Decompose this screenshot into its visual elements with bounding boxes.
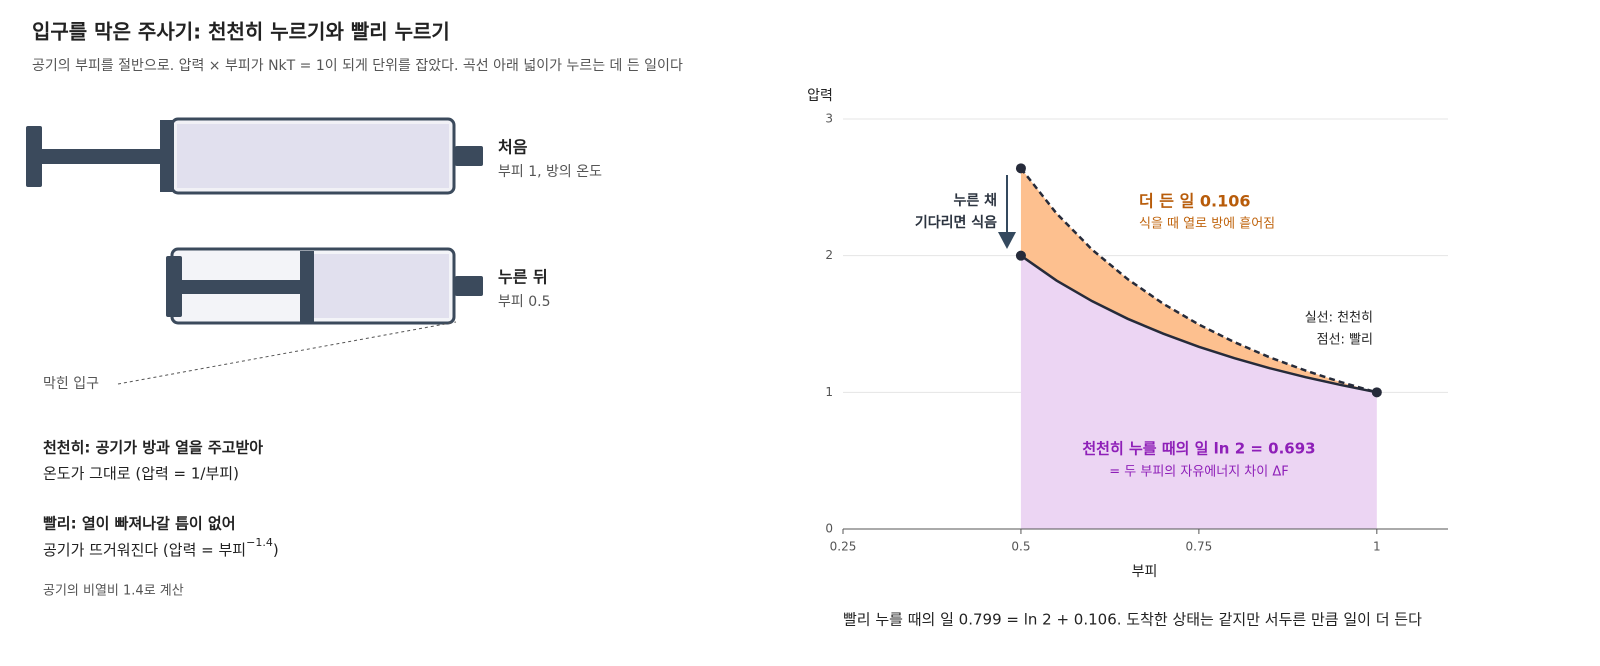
legend-entry: 실선: 천천히: [1305, 311, 1373, 326]
note-text: ): [273, 541, 279, 559]
area-extra-work: [1020, 168, 1377, 393]
end-point: [1371, 387, 1382, 398]
extra-work-text: 식을 때 열로 방에 흩어짐: [1139, 217, 1275, 232]
x-axis-label: 부피: [1132, 564, 1158, 580]
note-title: 빨리: 열이 빠져나갈 틈이 없어: [43, 515, 236, 533]
line-fast: [1019, 167, 1378, 394]
subtitle: 공기의 부피를 절반으로. 압력 × 부피가 NkT = 1이 되게 단위를 잡…: [32, 58, 683, 74]
x-tick-label: 0.75: [1186, 540, 1213, 554]
syringe-label: 처음: [498, 138, 528, 157]
footer: 빨리 누를 때의 일 0.799 = ln 2 + 0.106. 도착한 상태는…: [843, 611, 1422, 629]
y-tick-label: 2: [825, 248, 833, 262]
y-tick-label: 3: [825, 112, 833, 126]
syringe-start: [26, 117, 483, 195]
note-superscript: −1.4: [246, 536, 273, 549]
slow-work-title: 천천히 누를 때의 일 ln 2 = 0.693: [1082, 440, 1315, 458]
slow-work-text: = 두 부피의 자유에너지 차이 ΔF: [1109, 465, 1289, 480]
syringe-pressed: [166, 247, 483, 325]
end-point: [1015, 163, 1026, 174]
title: 입구를 막은 주사기: 천천히 누르기와 빨리 누르기: [32, 20, 450, 44]
y-axis-label: 압력: [807, 88, 833, 104]
note-small: 공기의 비열비 1.4로 계산: [43, 584, 184, 599]
end-point: [1015, 250, 1026, 261]
legend-entry: 점선: 빨리: [1317, 333, 1373, 348]
outlet-pointer: [117, 321, 457, 385]
syringe-detail: 부피 0.5: [498, 294, 550, 310]
cooling-note: 기다리면 식음: [915, 214, 997, 231]
area-slow-work: [1020, 255, 1377, 529]
y-tick-label: 0: [825, 522, 833, 536]
note-text: 온도가 그대로 (압력 = 1/부피): [43, 465, 239, 483]
x-tick-label: 1: [1373, 540, 1381, 554]
outlet-label: 막힌 입구: [43, 376, 99, 392]
cooling-note: 누른 채: [953, 193, 997, 209]
extra-work-title: 더 든 일 0.106: [1139, 192, 1250, 211]
line-slow: [1020, 254, 1378, 394]
cooling-arrowhead: [998, 232, 1016, 249]
syringe-label: 누른 뒤: [498, 268, 548, 287]
x-tick-label: 0.5: [1011, 540, 1030, 554]
syringe-detail: 부피 1, 방의 온도: [498, 164, 602, 180]
note-title: 천천히: 공기가 방과 열을 주고받아: [43, 439, 263, 457]
note-text: 공기가 뜨거워진다 (압력 = 부피−1.4): [43, 536, 279, 559]
note-text: 공기가 뜨거워진다 (압력 = 부피: [43, 541, 246, 559]
y-tick-label: 1: [825, 385, 833, 399]
x-tick-label: 0.25: [830, 540, 857, 554]
